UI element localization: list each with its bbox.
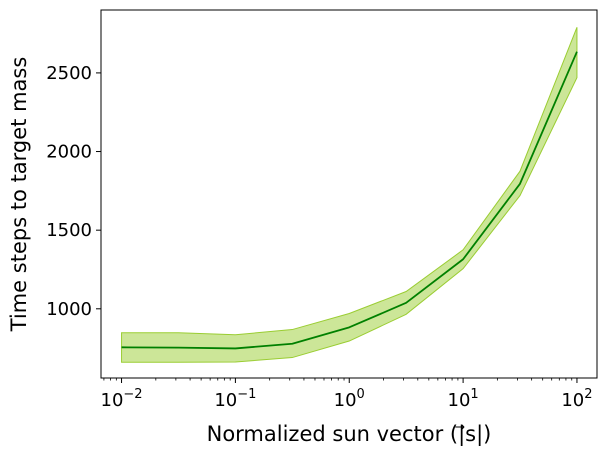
x-tick-label: 10−1 [214,387,256,411]
x-tick-label: 102 [561,387,592,411]
x-tick-base: 10 [448,390,471,411]
x-tick-exponent: −1 [237,387,256,402]
x-tick-exponent: 0 [357,387,365,402]
plot-area [121,27,578,363]
x-tick-label: 10−2 [101,387,143,411]
confidence-band [121,27,578,363]
y-tick-label: 2500 [46,63,92,84]
series-line [121,51,578,350]
y-tick-label: 1500 [46,220,92,241]
x-tick-base: 10 [334,390,357,411]
x-tick-base: 10 [561,390,584,411]
x-axis-label: Normalized sun vector (|⃗s|) [207,422,492,447]
y-axis: 1000 1500 2000 2500 [46,63,101,320]
x-axis: 10−2 10−1 100 101 102 [101,378,593,411]
x-tick-exponent: 1 [470,387,478,402]
x-tick-exponent: 2 [584,387,592,402]
x-tick-label: 100 [334,387,365,411]
x-tick-base: 10 [214,390,237,411]
x-tick-label: 101 [448,387,479,411]
y-tick-label: 2000 [46,142,92,163]
y-tick-label: 1000 [46,299,92,320]
x-tick-exponent: −2 [123,387,142,402]
y-axis-label: Time steps to target mass [7,57,31,333]
x-tick-base: 10 [101,390,124,411]
